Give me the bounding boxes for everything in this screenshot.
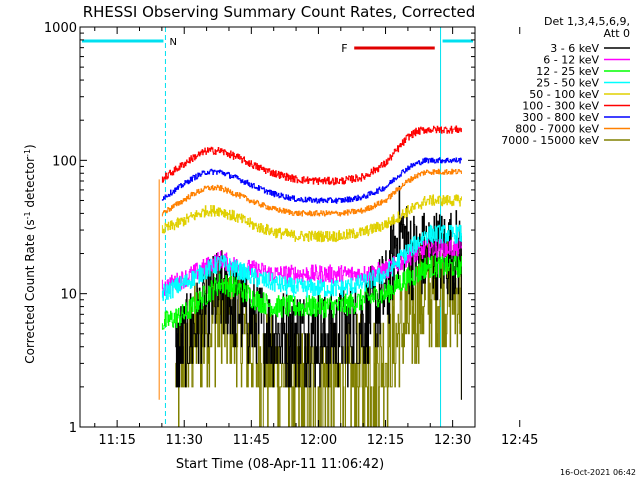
- legend-entry-label: 100 - 300 keV: [522, 100, 599, 113]
- night-label: N: [169, 37, 176, 48]
- x-tick-label: 11:45: [233, 433, 270, 448]
- y-axis-label-sup1: -1: [23, 211, 32, 219]
- y-axis-label: Corrected Count Rate (s-1 detector-1): [23, 144, 38, 363]
- flare-label: F: [341, 42, 347, 55]
- series-line: [161, 224, 462, 301]
- series-line: [161, 194, 462, 243]
- x-tick-label: 12:15: [367, 433, 404, 448]
- legend-entry-label: 7000 - 15000 keV: [501, 134, 599, 147]
- y-axis-ticks: 1 10 100 1000: [44, 21, 475, 436]
- x-tick-label: 12:30: [434, 433, 471, 448]
- y-axis-label-part3: ): [23, 144, 37, 149]
- plot-frame: [79, 26, 476, 428]
- legend-entry-label: 50 - 100 keV: [529, 88, 599, 101]
- timestamp: 16-Oct-2021 06:42: [560, 468, 636, 477]
- y-tick-label: 10: [60, 288, 77, 303]
- x-axis-ticks: 11:15 11:30 11:45 12:00 12:15 12:30 12:45: [94, 27, 538, 448]
- y-tick-label: 1: [69, 421, 77, 436]
- legend-header-line2: Att 0: [604, 27, 630, 40]
- series-line: [161, 157, 462, 204]
- x-tick-label: 12:00: [300, 433, 337, 448]
- series-line: [161, 238, 462, 296]
- x-tick-label: 11:15: [98, 433, 135, 448]
- legend-entry-label: 25 - 50 keV: [536, 77, 599, 90]
- y-axis-label-part2: detector: [23, 157, 37, 212]
- legend-entry-label: 12 - 25 keV: [536, 65, 599, 78]
- legend-entry-label: 6 - 12 keV: [543, 54, 599, 67]
- legend-entry-label: 3 - 6 keV: [550, 42, 599, 55]
- y-axis-label-sup2: -1: [23, 149, 32, 157]
- chart-title: RHESSI Observing Summary Count Rates, Co…: [83, 3, 476, 21]
- series-line: [161, 254, 462, 330]
- legend-entry-label: 800 - 7000 keV: [515, 123, 599, 136]
- legend-entry-label: 300 - 800 keV: [522, 111, 599, 124]
- y-tick-label: 100: [52, 154, 77, 169]
- series-line: [161, 168, 462, 217]
- series-line: [161, 125, 462, 186]
- x-tick-label: 11:30: [165, 433, 202, 448]
- x-axis-label: Start Time (08-Apr-11 11:06:42): [176, 457, 384, 472]
- y-axis-label-part1: Corrected Count Rate (s: [23, 219, 37, 363]
- y-tick-label: 1000: [44, 21, 77, 36]
- legend-header-line1: Det 1,3,4,5,6,9,: [544, 15, 630, 28]
- x-tick-label: 12:45: [501, 433, 538, 448]
